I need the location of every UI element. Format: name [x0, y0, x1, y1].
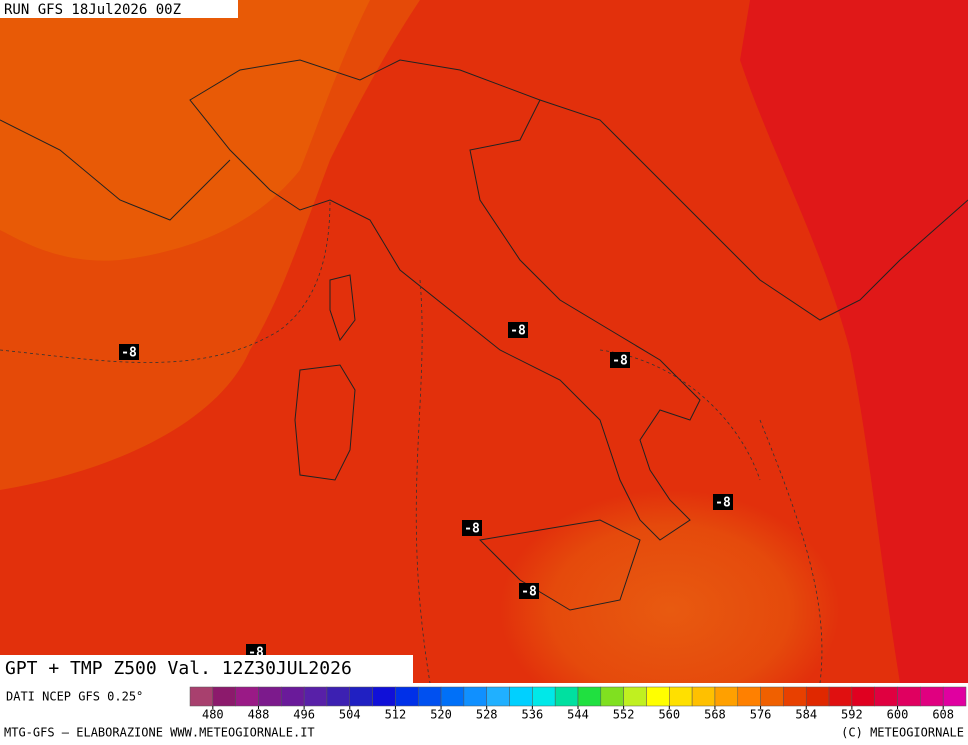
colorbar-label: 576 [750, 708, 772, 722]
colorbar-swatch [646, 686, 670, 707]
colorbar-swatch [440, 686, 465, 707]
colorbar-swatch [395, 686, 419, 707]
colorbar-swatch [942, 686, 967, 707]
contour-label-box [462, 520, 482, 536]
contour-label-box [508, 322, 528, 338]
colorbar-swatch [303, 686, 328, 707]
source-label: DATI NCEP GFS 0.25° [6, 690, 143, 704]
contour-label-box [610, 352, 630, 368]
contours [0, 199, 823, 684]
contour-label: -8 [510, 324, 526, 339]
colorbar-swatch [623, 686, 647, 707]
colorbar-swatch [463, 686, 487, 707]
map-title: GPT + TMP Z500 Val. 12Z30JUL2026 [5, 658, 352, 679]
colorbar-label: 480 [202, 708, 224, 722]
colorbar-label: 608 [932, 708, 954, 722]
contour-label-box [713, 494, 733, 510]
footer-right: (C) METEOGIORNALE [841, 726, 964, 740]
colorbar: 480 488 496 504 512 520 528 536 544 552 560 568 576 5… [189, 686, 967, 722]
field-east [740, 0, 968, 683]
colorbar-label: 496 [293, 708, 315, 722]
run-label: RUN GFS 18Jul2026 00Z [4, 2, 181, 18]
colorbar-label: 560 [658, 708, 680, 722]
colorbar-swatch [805, 686, 830, 707]
contour-label-box [119, 344, 139, 360]
colorbar-label: 584 [795, 708, 817, 722]
colorbar-swatch [737, 686, 761, 707]
footer-left: MTG-GFS — ELABORAZIONE WWW.METEOGIORNALE… [4, 726, 315, 740]
colorbar-label: 536 [522, 708, 544, 722]
colorbar-swatch [189, 686, 214, 707]
colorbar-label: 592 [841, 708, 863, 722]
colorbar-label: 520 [430, 708, 452, 722]
colorbar-swatch [212, 686, 236, 707]
colorbar-swatch [920, 686, 944, 707]
colorbar-swatch [828, 686, 853, 707]
colorbar-label: 544 [567, 708, 589, 722]
colorbar-swatch [372, 686, 396, 707]
field-south [500, 490, 840, 730]
colorbar-swatch [897, 686, 921, 707]
colorbar-swatch [486, 686, 510, 707]
contour-label: -8 [612, 354, 628, 369]
colorbar-swatch [509, 686, 533, 707]
colorbar-swatch [235, 686, 259, 707]
colorbar-swatch [417, 686, 442, 707]
colorbar-swatch [532, 686, 556, 707]
colorbar-label: 552 [613, 708, 635, 722]
colorbar-swatch [669, 686, 693, 707]
contour-label-box [519, 583, 539, 599]
colorbar-swatch [874, 686, 898, 707]
header-box [0, 0, 238, 18]
contour-label: -8 [464, 522, 480, 537]
colorbar-swatch [600, 686, 624, 707]
colorbar-swatch [714, 686, 739, 707]
colorbar-label: 568 [704, 708, 726, 722]
colorbar-swatch [691, 686, 716, 707]
colorbar-swatch [760, 686, 784, 707]
field-west-inner [0, 0, 370, 261]
colorbar-swatch [258, 686, 282, 707]
colorbar-swatch [554, 686, 579, 707]
map-field [0, 0, 968, 730]
colorbar-label: 512 [385, 708, 407, 722]
colorbar-swatch [349, 686, 373, 707]
contour-label: -8 [715, 496, 731, 511]
colorbar-swatch [783, 686, 807, 707]
colorbar-swatch [851, 686, 875, 707]
contour-label: -8 [521, 585, 537, 600]
colorbar-label: 600 [887, 708, 909, 722]
colorbar-swatch [326, 686, 351, 707]
colorbar-label: 528 [476, 708, 498, 722]
colorbar-swatch [577, 686, 602, 707]
title-box [0, 655, 413, 683]
colorbar-label: 504 [339, 708, 361, 722]
colorbar-label: 488 [248, 708, 270, 722]
contour-label: -8 [121, 346, 137, 361]
colorbar-swatch [281, 686, 305, 707]
